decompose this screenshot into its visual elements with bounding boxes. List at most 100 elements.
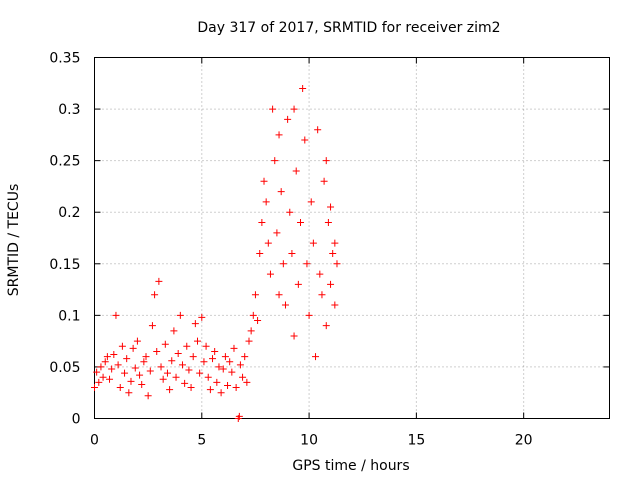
data-point (239, 373, 247, 381)
data-point (290, 105, 298, 113)
data-point (140, 358, 148, 366)
data-point (247, 327, 255, 335)
data-point (331, 239, 339, 247)
x-tick-label: 10 (300, 433, 318, 449)
y-tick-label: 0.15 (49, 257, 80, 273)
data-point (211, 347, 219, 355)
data-point (277, 188, 285, 196)
data-point (331, 301, 339, 309)
data-point (245, 337, 253, 345)
data-point (230, 344, 238, 352)
data-point (196, 369, 204, 377)
data-point (279, 260, 287, 268)
data-point (125, 389, 133, 397)
data-point (301, 136, 309, 144)
data-point (144, 392, 152, 400)
data-point (202, 342, 210, 350)
data-point (142, 353, 150, 361)
data-point (108, 365, 116, 373)
data-point (322, 322, 330, 330)
data-point (286, 208, 294, 216)
data-point (297, 219, 304, 227)
data-point (183, 342, 191, 350)
data-point (327, 203, 335, 211)
data-point (269, 105, 277, 113)
data-point (260, 177, 268, 185)
data-point (118, 342, 126, 350)
data-point (307, 198, 315, 206)
data-point (235, 412, 243, 420)
data-point (224, 381, 232, 389)
data-point (91, 384, 98, 392)
y-tick-label: 0.25 (49, 154, 80, 170)
y-tick-label: 0.2 (58, 205, 80, 221)
data-point (153, 347, 161, 355)
x-tick-label: 15 (407, 433, 425, 449)
data-point (309, 239, 317, 247)
data-point (99, 373, 107, 381)
data-point (155, 277, 163, 285)
data-point (288, 249, 296, 257)
data-point (200, 358, 208, 366)
data-point (97, 363, 105, 371)
data-point (275, 291, 283, 299)
data-point (148, 322, 156, 330)
data-point (133, 337, 141, 345)
data-point (299, 84, 307, 92)
data-point (95, 378, 103, 386)
data-point (106, 375, 114, 383)
data-point (327, 280, 335, 288)
data-point (254, 317, 262, 325)
data-point (221, 353, 229, 361)
data-point (320, 177, 328, 185)
data-point (194, 337, 201, 345)
data-point (241, 353, 249, 361)
plot-frame (94, 57, 610, 419)
y-axis-label: SRMTID / TECUs (6, 184, 22, 297)
data-point (271, 157, 279, 165)
ticks: 0 5 10 15 20 0 0.05 0.1 0.15 0.2 0.25 0.3 0.35 (49, 51, 610, 449)
data-point (114, 361, 122, 369)
data-point (290, 332, 298, 340)
data-point (316, 270, 324, 278)
data-point (157, 363, 165, 371)
data-point (127, 377, 135, 385)
data-point (251, 291, 259, 299)
data-point (206, 386, 214, 394)
data-point (93, 368, 101, 376)
data-point (228, 368, 236, 376)
data-point (262, 198, 270, 206)
x-tick-label: 0 (90, 433, 99, 449)
data-points (91, 84, 341, 422)
data-point (305, 311, 313, 319)
y-tick-label: 0 (72, 412, 81, 428)
data-point (121, 369, 129, 377)
chart-title: Day 317 of 2017, SRMTID for receiver zim… (197, 20, 500, 36)
data-point (292, 167, 300, 175)
data-point (312, 353, 320, 361)
data-point (281, 301, 289, 309)
data-point (275, 131, 283, 139)
data-point (151, 291, 159, 299)
data-point (209, 355, 217, 363)
data-point (163, 369, 171, 377)
data-point (243, 378, 251, 386)
x-axis-label: GPS time / hours (292, 458, 409, 474)
data-point (303, 260, 311, 268)
data-point (181, 379, 189, 387)
data-point (178, 361, 186, 369)
data-point (236, 361, 244, 369)
data-point (324, 219, 332, 227)
data-point (110, 351, 118, 359)
x-tick-label: 20 (515, 433, 533, 449)
data-point (170, 327, 178, 335)
data-point (185, 366, 193, 374)
grid (94, 57, 610, 419)
data-point (232, 384, 240, 392)
data-point (138, 380, 146, 388)
data-point (187, 384, 195, 392)
data-point (213, 378, 221, 386)
y-tick-label: 0.3 (58, 102, 80, 118)
data-point (103, 353, 111, 361)
y-tick-label: 0.35 (49, 51, 80, 67)
